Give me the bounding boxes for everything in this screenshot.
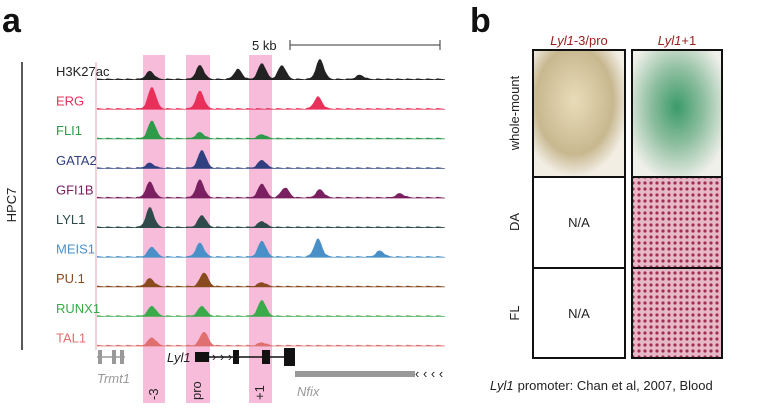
caption: Lyl1 promoter: Chan et al, 2007, Blood: [490, 378, 713, 393]
image-grid: [532, 49, 723, 359]
track-label: GATA2: [56, 153, 97, 168]
caption-text: promoter: Chan et al, 2007, Blood: [518, 378, 713, 393]
caption-gene: Lyl1: [490, 378, 514, 393]
na-label: N/A: [568, 306, 590, 321]
gene-track: › › › › ‹ ‹ ‹ ‹: [97, 348, 443, 381]
column-header: Lyl1-3/pro: [550, 33, 608, 48]
track-label: PU.1: [56, 271, 85, 286]
column-gene: Lyl1: [550, 33, 574, 48]
svg-text:› › › ›: › › › ›: [212, 349, 240, 364]
track-label: H3K27ac: [56, 64, 110, 79]
svg-text:‹ ‹ ‹ ‹: ‹ ‹ ‹ ‹: [415, 366, 443, 381]
scale-bar: [289, 40, 441, 50]
track-label: LYL1: [56, 212, 85, 227]
column-suffix: +1: [681, 33, 696, 48]
column-header: Lyl1+1: [658, 33, 696, 48]
region-label: +1: [252, 385, 267, 400]
na-label: N/A: [568, 215, 590, 230]
track-label: ERG: [56, 94, 84, 109]
track-label: TAL1: [56, 330, 86, 345]
track-label: MEIS1: [56, 242, 95, 257]
row-label: FL: [507, 305, 522, 320]
track-label: RUNX1: [56, 301, 100, 316]
gene-label: Nfix: [297, 384, 320, 399]
row-label: DA: [507, 213, 522, 231]
region-label: -3: [146, 388, 161, 400]
column-suffix: -3/pro: [574, 33, 608, 48]
tracks: H3K27ac ERG FLI1 GATA2 GFI1B LYL1 MEIS1 PU.1 RUN…: [56, 59, 445, 347]
column-gene: Lyl1: [658, 33, 682, 48]
panel-letter: a: [2, 2, 22, 40]
region-label: pro: [189, 381, 204, 400]
row-label: whole-mount: [507, 75, 522, 151]
track-label: GFI1B: [56, 182, 94, 197]
scale-label: 5 kb: [252, 38, 277, 53]
gene-label: Lyl1: [167, 350, 191, 365]
cell-line-label: HPC7: [4, 188, 19, 223]
track-label: FLI1: [56, 123, 82, 138]
gene-label: Trmt1: [97, 371, 130, 386]
panel-letter: b: [470, 2, 491, 40]
